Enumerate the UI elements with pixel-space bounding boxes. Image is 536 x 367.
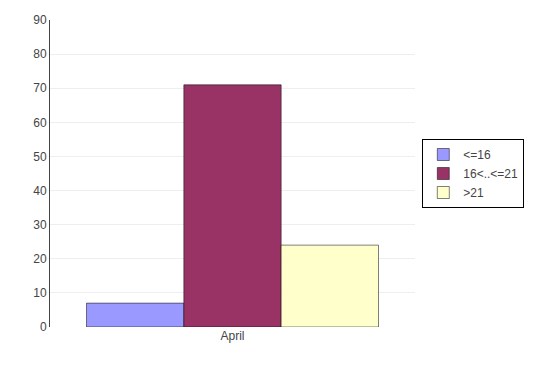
- svg-text:70: 70: [33, 81, 47, 95]
- svg-text:50: 50: [33, 150, 47, 164]
- svg-text:60: 60: [33, 116, 47, 130]
- svg-text:<=16: <=16: [463, 148, 491, 162]
- svg-text:April: April: [220, 329, 244, 343]
- svg-text:10: 10: [33, 286, 47, 300]
- svg-text:>21: >21: [463, 186, 484, 200]
- svg-text:30: 30: [33, 218, 47, 232]
- svg-text:16<..<=21: 16<..<=21: [463, 167, 518, 181]
- svg-text:90: 90: [33, 13, 47, 27]
- svg-text:40: 40: [33, 184, 47, 198]
- svg-text:80: 80: [33, 47, 47, 61]
- svg-text:0: 0: [40, 320, 47, 334]
- svg-text:20: 20: [33, 252, 47, 266]
